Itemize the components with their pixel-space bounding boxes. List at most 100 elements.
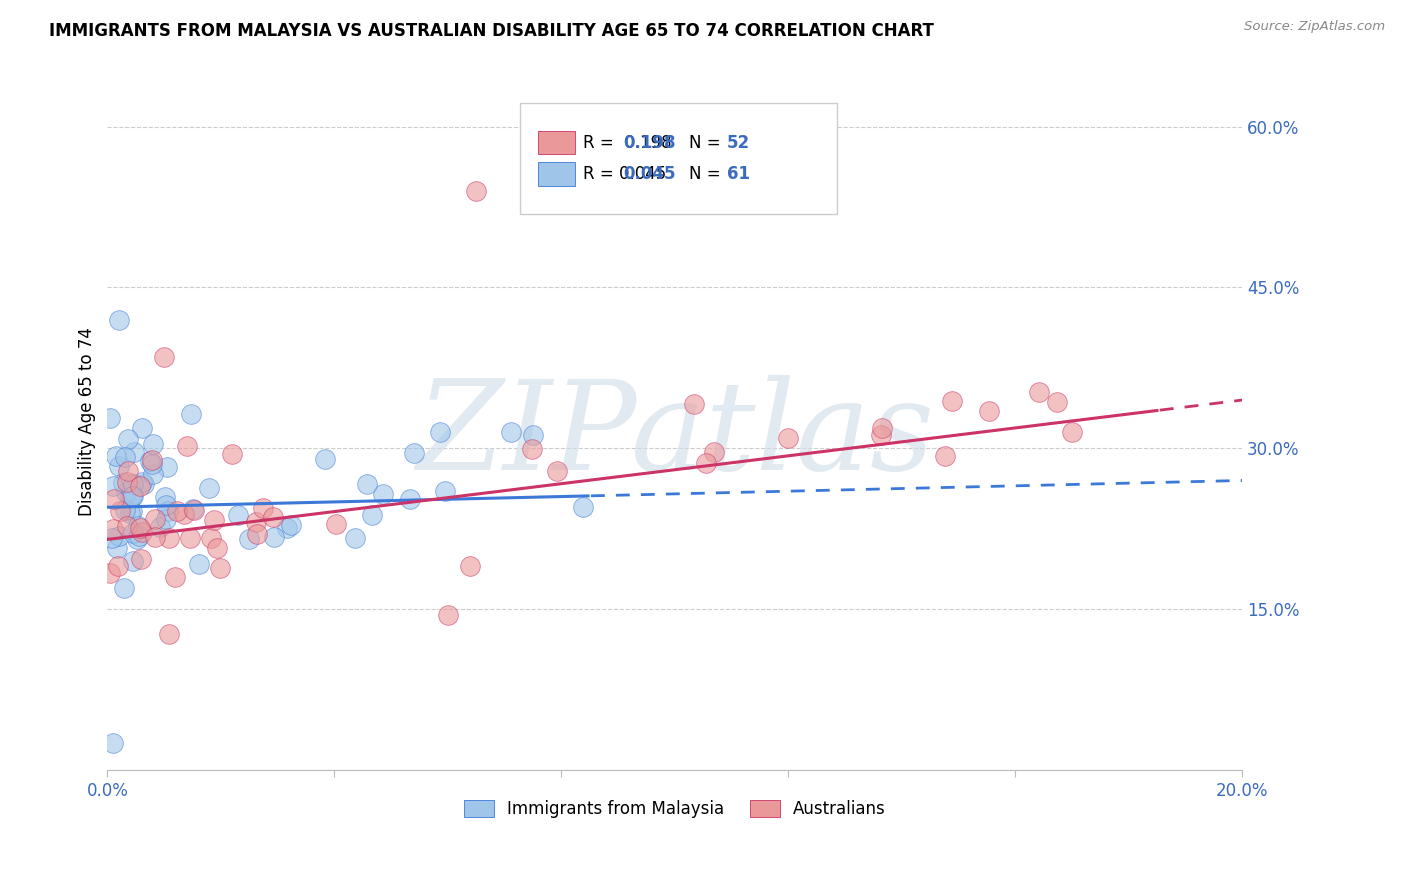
Point [238,532,260,546]
Legend: Immigrants from Malaysia, Australians: Immigrants from Malaysia, Australians [457,793,893,824]
Point [437,607,460,622]
Point [934,449,956,463]
Text: ZIPatlas: ZIPatlas [416,375,934,496]
Point [98,566,121,580]
Point [127,518,149,533]
Point [578,152,600,166]
Point [132,476,155,491]
Point [153,490,176,504]
Point [429,425,451,439]
Point [153,350,176,364]
Point [572,500,595,514]
Point [1060,425,1083,440]
Point [115,484,138,499]
Point [221,447,243,461]
Text: IMMIGRANTS FROM MALAYSIA VS AUSTRALIAN DISABILITY AGE 65 TO 74 CORRELATION CHART: IMMIGRANTS FROM MALAYSIA VS AUSTRALIAN D… [49,22,934,40]
Text: N =: N = [689,165,720,183]
Point [941,393,963,408]
Point [695,457,717,471]
Point [120,506,142,520]
Point [117,432,139,446]
Point [141,457,163,471]
Point [173,507,195,521]
Point [112,475,135,490]
Point [127,532,149,546]
Point [98,411,121,425]
Point [131,552,153,566]
Point [121,504,143,518]
Point [183,503,205,517]
Point [703,445,725,459]
Point [228,508,250,523]
Point [108,459,131,474]
Point [122,444,145,458]
Text: R =  0.198: R = 0.198 [583,134,672,152]
Point [117,465,139,479]
Point [778,431,800,445]
Point [314,451,336,466]
Point [110,504,132,518]
Point [142,467,165,482]
Point [101,736,124,750]
Point [155,498,177,512]
Point [131,524,153,539]
Point [263,530,285,544]
Point [105,450,128,464]
Point [129,479,152,493]
Point [460,558,482,573]
Point [157,504,180,518]
Point [252,501,274,516]
Point [280,518,302,533]
Point [434,483,457,498]
Point [202,513,225,527]
Point [121,489,143,503]
Point [156,459,179,474]
Point [200,532,222,546]
Point [356,476,378,491]
Point [360,508,382,522]
Point [870,421,893,435]
Point [522,428,544,442]
Point [142,437,165,451]
Point [179,407,201,421]
Point [373,487,395,501]
Point [101,522,124,536]
Point [176,440,198,454]
Point [979,403,1001,417]
Point [155,512,177,526]
Point [112,581,135,595]
Point [870,428,893,442]
Point [128,529,150,543]
Point [118,490,141,504]
Point [131,475,153,489]
Point [344,532,367,546]
Point [522,442,544,457]
Point [103,491,125,506]
Point [179,531,201,545]
Point [108,529,131,543]
Point [141,453,163,467]
Text: Source: ZipAtlas.com: Source: ZipAtlas.com [1244,20,1385,33]
Point [139,454,162,468]
Point [166,504,188,518]
Point [198,481,221,495]
Point [402,446,425,460]
Point [159,627,181,641]
Point [465,184,488,198]
Point [262,510,284,524]
Point [143,511,166,525]
Point [205,541,228,555]
Point [115,475,138,490]
Point [157,532,180,546]
Point [325,516,347,531]
Point [122,554,145,568]
Point [183,501,205,516]
Point [131,421,153,435]
Point [163,570,186,584]
Point [209,561,232,575]
Point [121,489,143,503]
Point [122,477,145,491]
Point [107,312,129,326]
Text: 61: 61 [727,165,749,183]
Y-axis label: Disability Age 65 to 74: Disability Age 65 to 74 [79,327,96,516]
